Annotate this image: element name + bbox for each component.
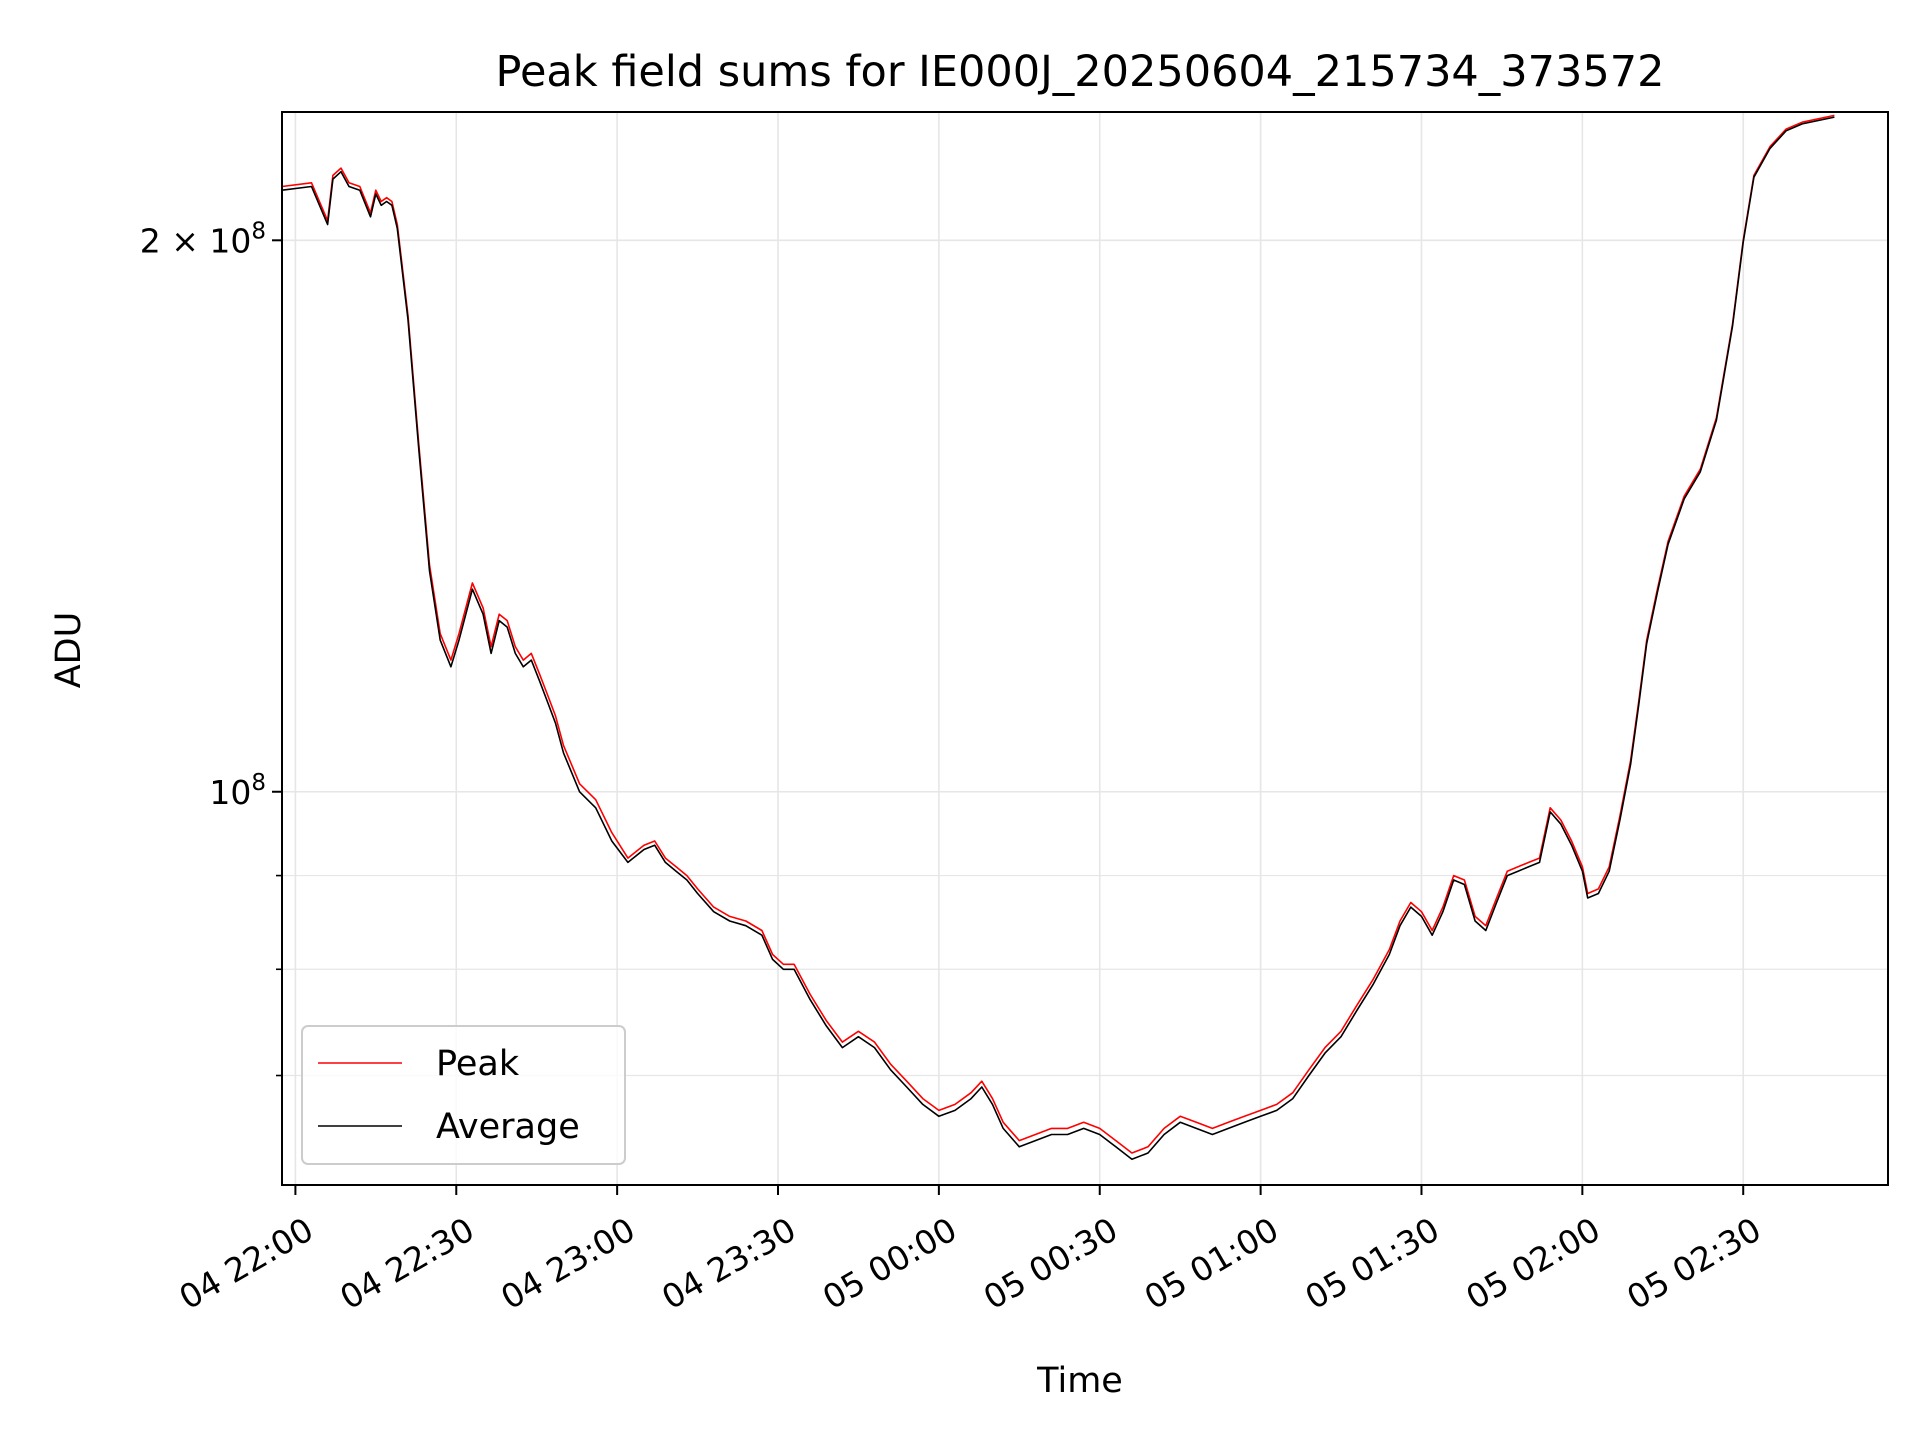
series-line-peak [281, 114, 1835, 1154]
series-line-average [281, 116, 1835, 1161]
y-tick-label-base: 2 × 10 [140, 221, 252, 260]
legend-label-peak: Peak [436, 1044, 520, 1084]
y-axis-label: ADU [49, 612, 89, 689]
y-tick-label-base: 10 [209, 773, 251, 812]
series-lines [281, 114, 1835, 1161]
axes [281, 111, 1889, 1186]
grid [282, 112, 1888, 1185]
y-tick-label: 108 [209, 770, 266, 812]
y-tick-label-exponent: 8 [251, 218, 266, 244]
y-tick-label: 2 × 108 [140, 218, 266, 260]
chart-title: Peak field sums for IE000J_20250604_2157… [496, 47, 1665, 97]
y-tick-label-exponent: 8 [251, 770, 266, 796]
legend-box [301, 1025, 626, 1165]
legend-label-average: Average [436, 1107, 580, 1147]
legend: Peak Average [301, 1025, 626, 1165]
plot-frame [281, 111, 1889, 1186]
x-axis-label: Time [1036, 1361, 1123, 1401]
